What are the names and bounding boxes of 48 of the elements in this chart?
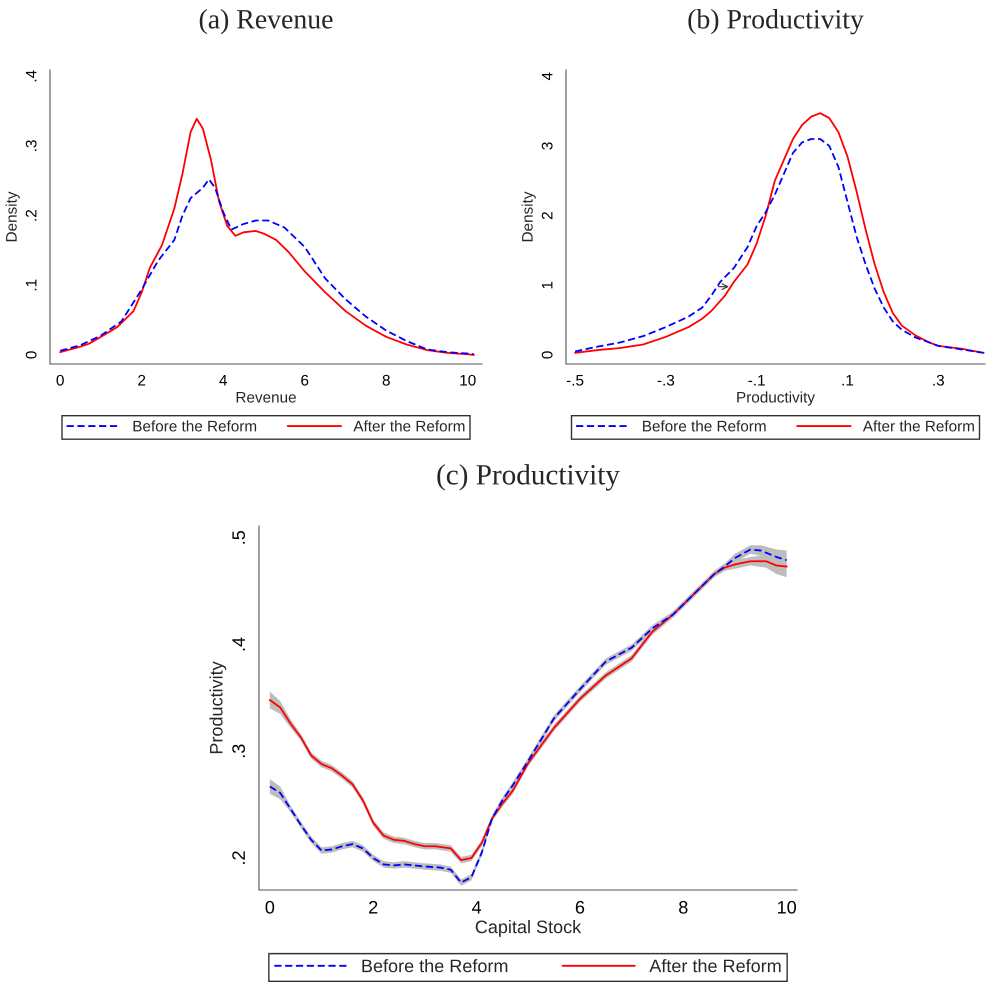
- y-tick-label: 0: [26, 351, 37, 359]
- y-axis-title: Density: [522, 192, 536, 242]
- x-tick-label: .1: [842, 374, 854, 386]
- line-series: [59, 178, 475, 356]
- x-tick-label: -.1: [748, 374, 765, 386]
- legend-label: Before the Reform: [134, 420, 256, 432]
- x-tick-label: -.3: [658, 374, 674, 386]
- legend-label: Before the Reform: [643, 420, 766, 432]
- x-tick-label: .3: [933, 374, 944, 386]
- legend-label: Before the Reform: [362, 959, 508, 972]
- legend-label: After the Reform: [649, 959, 781, 972]
- y-tick-label: .2: [232, 851, 245, 864]
- legend-label: After the Reform: [862, 420, 974, 432]
- x-tick-label: 10: [778, 900, 796, 914]
- x-tick-label: 4: [219, 374, 228, 386]
- x-tick-label: 10: [460, 374, 476, 386]
- y-tick-label: .5: [232, 530, 246, 544]
- x-axis-title: Productivity: [737, 391, 815, 406]
- x-tick-label: -.5: [566, 374, 584, 386]
- y-tick-label: 3: [542, 142, 553, 150]
- x-tick-label: 0: [56, 374, 64, 386]
- x-tick-label: 0: [266, 900, 274, 914]
- x-tick-label: 6: [576, 900, 584, 914]
- y-tick-label: 2: [542, 212, 552, 220]
- y-tick-label: .4: [232, 637, 245, 650]
- chart-title: (a) Revenue: [200, 9, 333, 34]
- chart-title: (c) Productivity: [437, 464, 620, 491]
- y-tick-label: .3: [232, 744, 246, 758]
- x-tick-label: 2: [369, 900, 378, 914]
- x-tick-label: 8: [382, 374, 390, 386]
- y-tick-label: 1: [542, 282, 552, 288]
- y-axis-title: Density: [6, 192, 20, 242]
- y-tick-label: .2: [26, 210, 36, 221]
- x-tick-label: 2: [138, 374, 146, 386]
- x-axis-title: Revenue: [236, 392, 296, 403]
- y-tick-label: .4: [26, 70, 36, 82]
- x-tick-label: 6: [301, 374, 308, 386]
- y-axis-title: Productivity: [209, 661, 226, 754]
- chart-title: (b) Productivity: [688, 9, 864, 34]
- x-tick-label: 8: [679, 900, 688, 914]
- y-tick-label: .1: [26, 280, 36, 290]
- y-tick-label: 0: [542, 351, 553, 359]
- y-tick-label: 4: [542, 72, 552, 80]
- x-axis-title: Capital Stock: [476, 920, 582, 937]
- y-tick-label: .3: [26, 140, 37, 151]
- x-tick-label: 4: [472, 901, 482, 914]
- legend-label: After the Reform: [353, 420, 464, 432]
- line-series: [59, 118, 475, 356]
